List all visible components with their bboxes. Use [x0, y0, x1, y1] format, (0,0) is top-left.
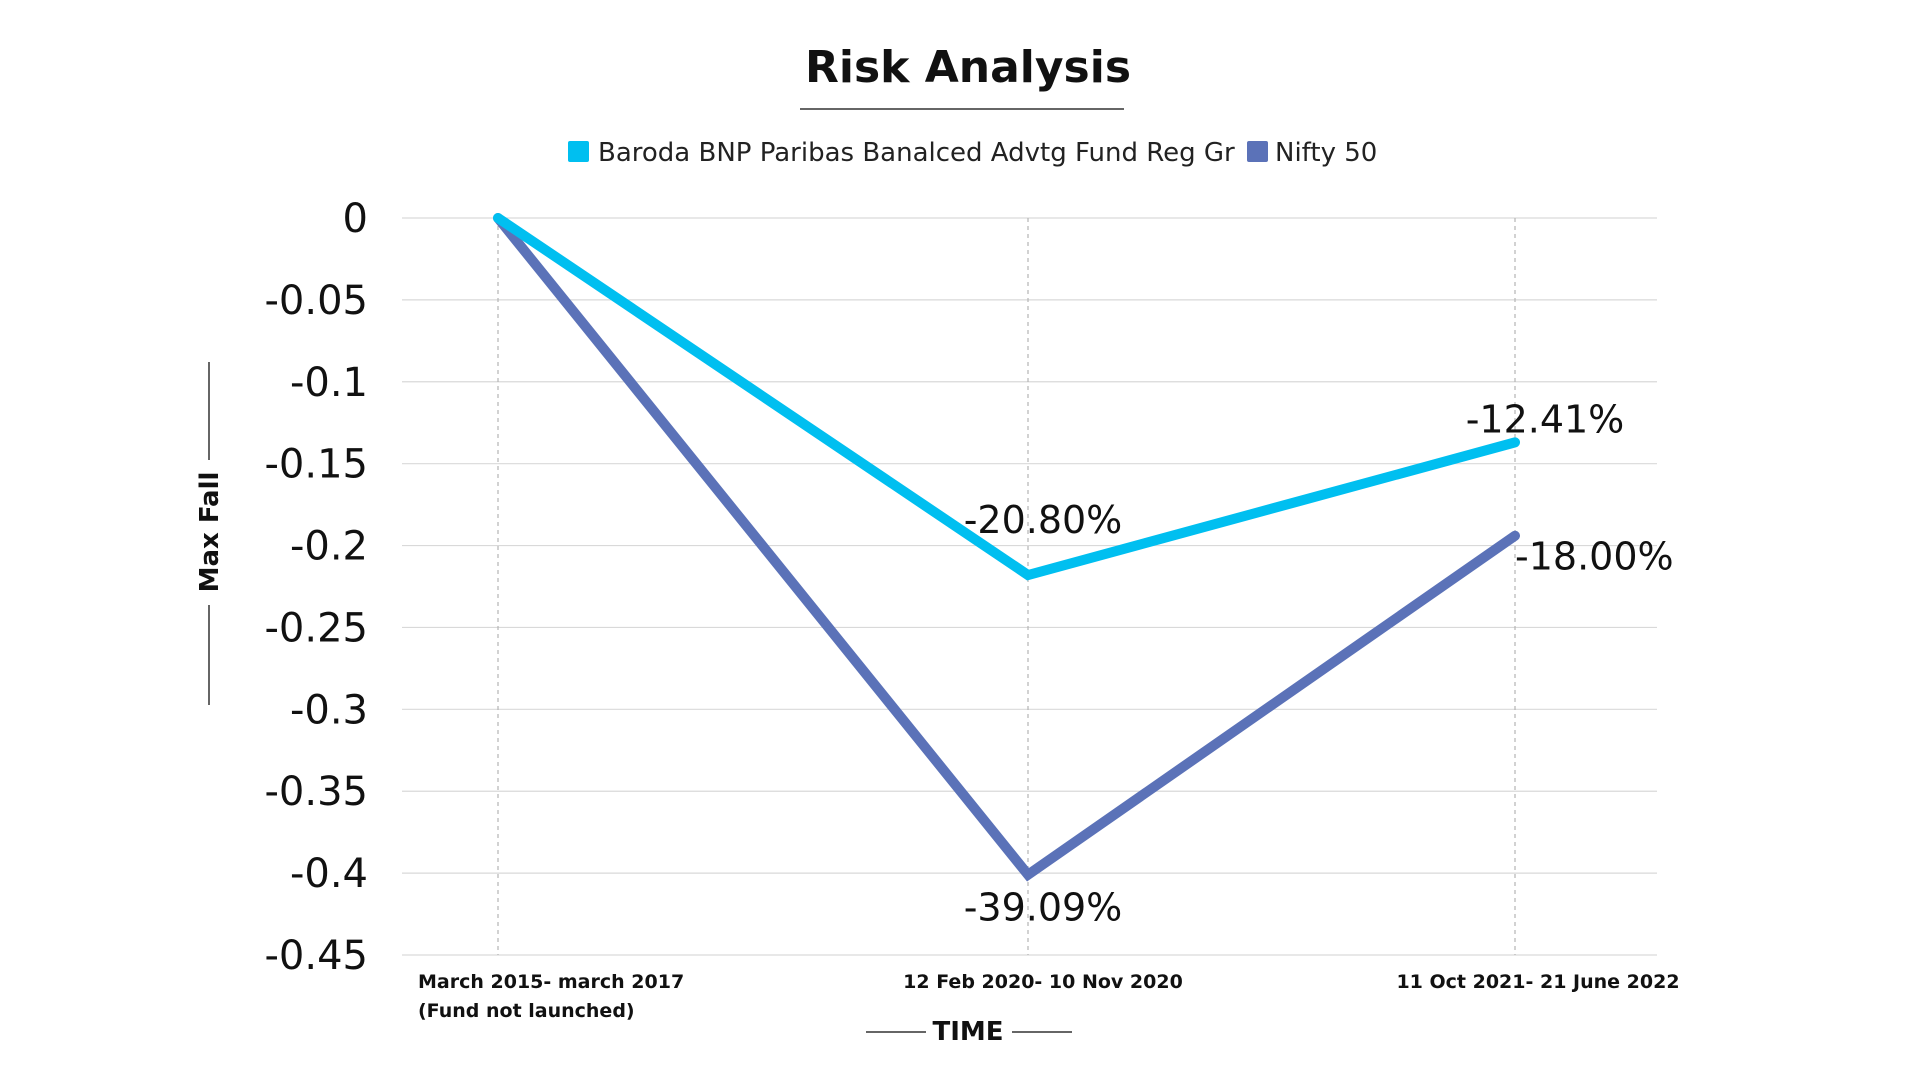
y-tick-label-10: -0.45 — [265, 933, 369, 979]
chart-title: Risk Analysis — [805, 42, 1131, 93]
data-label-series-2-point-3: -18.00% — [1515, 535, 1674, 579]
legend-swatch-2 — [1247, 141, 1268, 162]
x-tick-label-3: 11 Oct 2021- 21 June 2022 — [1396, 971, 1679, 993]
y-tick-label-3: -0.1 — [290, 360, 368, 406]
legend-swatch-1 — [568, 141, 589, 162]
y-tick-label-7: -0.3 — [290, 687, 368, 733]
legend-label-2: Nifty 50 — [1275, 138, 1377, 168]
y-tick-label-5: -0.2 — [290, 524, 368, 570]
axis-labels: Max Fall TIME — [195, 362, 1072, 1047]
y-axis-label: Max Fall — [195, 472, 225, 593]
y-tick-label-8: -0.35 — [265, 769, 369, 815]
legend-label-1: Baroda BNP Paribas Banalced Advtg Fund R… — [598, 138, 1235, 168]
data-labels: -20.80% -12.41% -39.09% -18.00% — [964, 397, 1674, 929]
data-label-series-2-point-2: -39.09% — [964, 886, 1123, 930]
series-line-2 — [493, 213, 1520, 882]
y-tick-label-9: -0.4 — [290, 851, 368, 897]
x-tick-label-2: 12 Feb 2020- 10 Nov 2020 — [903, 971, 1183, 993]
x-axis-label: TIME — [932, 1017, 1003, 1047]
y-tick-label-6: -0.25 — [265, 605, 369, 651]
data-label-series-1-point-3: -12.41% — [1466, 397, 1625, 441]
y-tick-label-2: -0.05 — [265, 278, 369, 324]
x-tick-label-1-line-1: March 2015- march 2017 — [418, 971, 684, 993]
x-axis-ticks: March 2015- march 2017 (Fund not launched… — [418, 971, 1680, 1022]
y-tick-label-1: 0 — [343, 196, 368, 242]
y-tick-label-4: -0.15 — [265, 442, 369, 488]
series-line-1 — [493, 213, 1520, 581]
chart-title-group: Risk Analysis — [800, 42, 1131, 110]
data-label-series-1-point-2: -20.80% — [964, 498, 1123, 542]
y-axis-ticks: 0 -0.05 -0.1 -0.15 -0.2 -0.25 -0.3 -0.35 -0.4 -0.… — [265, 196, 369, 979]
series-lines — [493, 213, 1520, 882]
legend: Baroda BNP Paribas Banalced Advtg Fund R… — [568, 138, 1377, 168]
x-tick-label-1-line-2: (Fund not launched) — [418, 1000, 635, 1022]
